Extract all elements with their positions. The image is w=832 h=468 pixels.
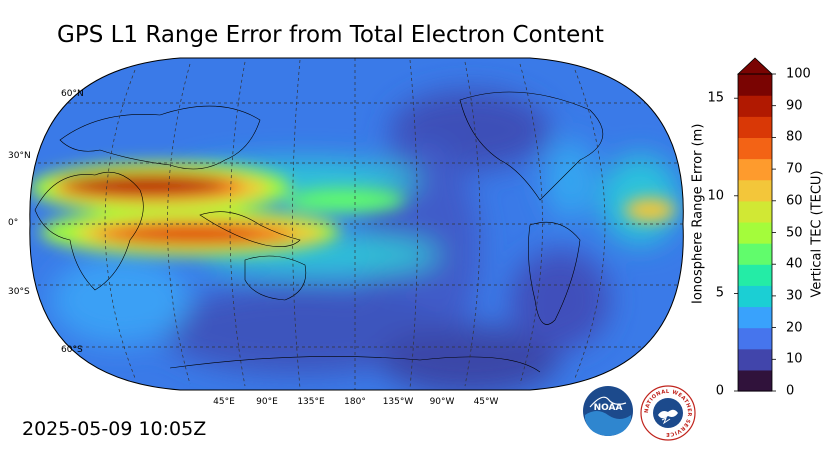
timestamp: 2025-05-09 10:05Z <box>22 418 207 440</box>
colorbar-extend-arrow <box>736 57 774 75</box>
colorbar-right-tick-label: 50 <box>786 225 803 240</box>
colorbar-segment <box>738 243 772 265</box>
colorbar-left-axis-title: Ionosphere Range Error (m) <box>690 123 706 304</box>
lat-label-60s: 60°S <box>61 345 83 355</box>
lat-label-0: 0° <box>8 218 19 228</box>
lon-label-135e: 135°E <box>297 397 325 407</box>
colorbar-right-tick-label: 90 <box>786 98 803 114</box>
coastlines <box>34 91 604 373</box>
nws-logo-icon: NATIONAL WEATHER SERVICE <box>640 385 696 441</box>
colorbar-segment <box>738 200 772 223</box>
page-title: GPS L1 Range Error from Total Electron C… <box>57 22 604 48</box>
colorbar-right-tick-label: 70 <box>786 161 803 177</box>
svg-text:NOAA: NOAA <box>594 403 623 413</box>
colorbar-right-tick-label: 30 <box>786 288 803 304</box>
colorbar-segment <box>738 348 772 371</box>
colorbar-segment <box>738 306 772 329</box>
colorbar-segment <box>738 95 772 117</box>
colorbar-segment <box>738 116 772 138</box>
lon-label-45w: 45°W <box>473 397 499 407</box>
colorbar-left-tick-label: 0 <box>715 383 724 399</box>
colorbar <box>734 57 776 392</box>
colorbar-right-tick-label: 80 <box>786 129 803 145</box>
colorbar-right-tick-label: 60 <box>786 193 803 209</box>
colorbar-right-tick-label: 40 <box>786 256 803 272</box>
colorbar-segment <box>738 264 772 286</box>
colorbar-right-tick-label: 0 <box>786 383 795 399</box>
colorbar-right-tick-label: 20 <box>786 320 803 336</box>
lon-label-135w: 135°W <box>382 397 414 407</box>
colorbar-left-tick-label: 5 <box>715 285 724 301</box>
colorbar-segment <box>738 369 772 392</box>
noaa-logo-icon: NOAA <box>583 386 633 436</box>
lon-label-90e: 90°E <box>256 397 278 407</box>
colorbar-right-tick-label: 10 <box>786 351 803 367</box>
colorbar-left-tick-label: 10 <box>707 188 724 204</box>
colorbar-left-tick-label: 15 <box>707 90 724 106</box>
colorbar-segment <box>738 158 772 181</box>
colorbar-right-tick-label: 100 <box>786 66 811 82</box>
colorbar-segment <box>738 137 772 160</box>
lat-label-60n: 60°N <box>61 89 84 99</box>
colorbar-right-axis-title: Vertical TEC (TECU) <box>809 170 825 298</box>
tec-field <box>29 58 684 390</box>
colorbar-segment <box>738 327 772 350</box>
lon-label-180: 180° <box>344 397 366 407</box>
colorbar-segment <box>738 179 772 202</box>
colorbar-segment <box>738 285 772 308</box>
colorbar-segment <box>738 74 772 96</box>
gridlines <box>29 58 684 390</box>
lon-label-90w: 90°W <box>429 397 455 407</box>
lat-label-30n: 30°N <box>8 151 31 161</box>
lon-label-45e: 45°E <box>213 397 235 407</box>
colorbar-segment <box>738 221 772 244</box>
lat-label-30s: 30°S <box>8 287 30 297</box>
